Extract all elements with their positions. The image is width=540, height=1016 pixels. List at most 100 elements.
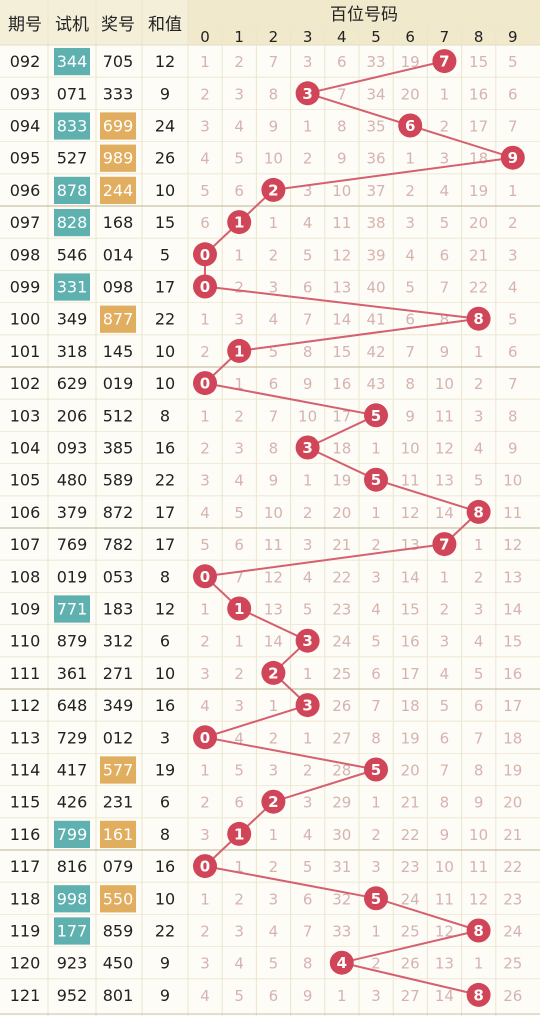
miss-count-cell: 2 xyxy=(474,568,484,586)
prize-cell: 012 xyxy=(103,728,134,747)
trial-cell: 331 xyxy=(57,278,88,297)
trial-cell: 952 xyxy=(57,986,88,1005)
miss-count-cell: 9 xyxy=(405,407,415,425)
trial-cell: 879 xyxy=(57,632,88,651)
trial-cell: 177 xyxy=(57,922,88,941)
prize-cell: 385 xyxy=(103,439,134,458)
miss-count-cell: 27 xyxy=(332,729,351,747)
miss-count-cell: 8 xyxy=(371,729,381,747)
period-cell: 095 xyxy=(10,149,41,168)
sum-cell: 6 xyxy=(160,793,170,812)
prize-highlight xyxy=(100,176,136,204)
miss-count-cell: 6 xyxy=(337,53,347,71)
miss-count-cell: 5 xyxy=(234,504,244,522)
miss-count-cell: 6 xyxy=(234,536,244,554)
period-cell: 101 xyxy=(10,342,41,361)
miss-count-cell: 25 xyxy=(401,923,420,941)
sum-cell: 15 xyxy=(155,213,175,232)
miss-count-cell: 17 xyxy=(332,407,351,425)
table-row: 096 878 244 10 5 6 3 10 37 2 4 19 1 xyxy=(10,176,518,204)
miss-count-cell: 1 xyxy=(405,150,415,168)
table-row: 092 344 705 12 1 2 7 3 6 33 19 15 5 xyxy=(10,48,518,76)
prize-cell: 333 xyxy=(103,84,134,103)
miss-count-cell: 3 xyxy=(200,955,210,973)
miss-count-cell: 1 xyxy=(337,987,347,1005)
prize-cell: 161 xyxy=(103,825,134,844)
trend-line xyxy=(273,768,377,803)
period-cell: 103 xyxy=(10,406,41,425)
period-cell: 121 xyxy=(10,986,41,1005)
hit-ball xyxy=(295,628,320,653)
miss-count-cell: 26 xyxy=(332,697,351,715)
miss-count-cell: 3 xyxy=(474,407,484,425)
period-cell: 117 xyxy=(10,857,41,876)
trend-line xyxy=(307,92,411,127)
period-cell: 118 xyxy=(10,889,41,908)
hit-ball-label: 1 xyxy=(234,342,244,360)
miss-count-cell: 20 xyxy=(332,504,351,522)
miss-count-cell: 1 xyxy=(474,955,484,973)
trial-highlight xyxy=(54,820,90,848)
table-row: 109 771 183 12 1 13 5 23 4 15 2 3 14 xyxy=(10,595,522,623)
digit-header-6: 6 xyxy=(405,28,415,46)
trial-cell: 878 xyxy=(57,181,88,200)
miss-count-cell: 32 xyxy=(332,890,351,908)
miss-count-cell: 4 xyxy=(303,826,313,844)
miss-count-cell: 14 xyxy=(435,987,454,1005)
trial-cell: 771 xyxy=(57,600,88,619)
digit-header-0: 0 xyxy=(200,28,210,46)
header-group: 百位号码 xyxy=(330,5,398,25)
miss-count-cell: 6 xyxy=(269,987,279,1005)
prize-highlight xyxy=(100,144,136,172)
miss-count-cell: 8 xyxy=(303,343,313,361)
period-cell: 115 xyxy=(10,793,41,812)
prize-cell: 349 xyxy=(103,696,134,715)
digit-header-2: 2 xyxy=(269,28,279,46)
miss-count-cell: 16 xyxy=(503,665,522,683)
miss-count-cell: 4 xyxy=(200,987,210,1005)
prize-cell: 450 xyxy=(103,954,134,973)
miss-count-cell: 2 xyxy=(269,246,279,264)
miss-count-cell: 7 xyxy=(405,343,415,361)
header-period: 期号 xyxy=(8,15,42,35)
hit-ball-label: 3 xyxy=(302,697,312,715)
prize-cell: 512 xyxy=(103,406,134,425)
prize-cell: 801 xyxy=(103,986,134,1005)
miss-count-cell: 2 xyxy=(269,729,279,747)
trial-cell: 729 xyxy=(57,728,88,747)
miss-count-cell: 2 xyxy=(200,794,210,812)
miss-count-cell: 1 xyxy=(303,729,313,747)
hit-ball-label: 8 xyxy=(473,986,483,1004)
hit-ball-label: 5 xyxy=(371,761,381,779)
trial-cell: 923 xyxy=(57,954,88,973)
sum-cell: 6 xyxy=(160,632,170,651)
sum-cell: 16 xyxy=(155,696,175,715)
hit-ball xyxy=(500,145,525,170)
table-row: 098 546 014 5 1 2 5 12 39 4 6 21 3 xyxy=(10,245,518,264)
miss-count-cell: 7 xyxy=(474,729,484,747)
miss-count-cell: 9 xyxy=(440,826,450,844)
period-cell: 098 xyxy=(10,245,41,264)
miss-count-cell: 6 xyxy=(405,311,415,329)
miss-count-cell: 9 xyxy=(508,440,518,458)
trend-line xyxy=(204,543,445,578)
miss-count-cell: 18 xyxy=(332,440,351,458)
miss-count-cell: 6 xyxy=(234,182,244,200)
trial-highlight xyxy=(54,48,90,76)
miss-count-cell: 42 xyxy=(366,343,385,361)
sum-cell: 17 xyxy=(155,278,175,297)
prize-highlight xyxy=(100,305,136,333)
hit-ball xyxy=(193,371,217,396)
table-row: 114 417 577 19 1 5 3 2 28 20 7 8 19 xyxy=(10,756,522,784)
miss-count-cell: 30 xyxy=(332,826,351,844)
miss-count-cell: 1 xyxy=(200,53,210,71)
miss-count-cell: 22 xyxy=(401,826,420,844)
miss-count-cell: 2 xyxy=(440,118,450,136)
sum-cell: 16 xyxy=(155,857,175,876)
miss-count-cell: 21 xyxy=(332,536,351,554)
miss-count-cell: 13 xyxy=(401,536,420,554)
miss-count-cell: 6 xyxy=(269,375,279,393)
hit-ball xyxy=(466,918,491,943)
prize-cell: 312 xyxy=(103,632,134,651)
